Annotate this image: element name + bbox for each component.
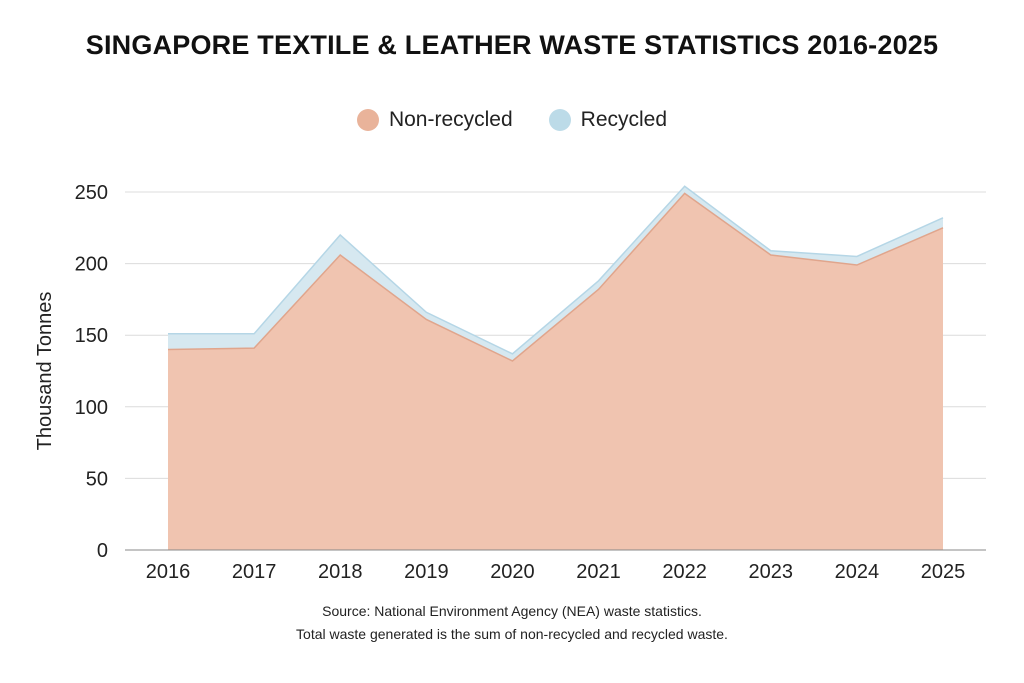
x-tick-label-2018: 2018 — [318, 561, 363, 583]
y-tick-label-250: 250 — [75, 182, 108, 204]
y-tick-label-0: 0 — [97, 540, 108, 562]
legend: Non-recycled Recycled — [0, 108, 1024, 132]
x-tick-label-2019: 2019 — [404, 561, 449, 583]
footnote-source: Source: National Environment Agency (NEA… — [322, 603, 702, 619]
legend-label-recycled: Recycled — [580, 108, 668, 131]
x-tick-label-2016: 2016 — [146, 561, 191, 583]
x-tick-label-2025: 2025 — [921, 561, 966, 583]
y-tick-label-200: 200 — [75, 254, 108, 276]
x-tick-label-2022: 2022 — [662, 561, 707, 583]
y-tick-label-50: 50 — [86, 468, 108, 490]
y-tick-label-100: 100 — [75, 397, 108, 419]
x-tick-label-2021: 2021 — [576, 561, 621, 583]
x-tick-label-2023: 2023 — [749, 561, 794, 583]
footnote-note: Total waste generated is the sum of non-… — [296, 626, 728, 642]
y-axis-label: Thousand Tonnes — [34, 292, 56, 451]
legend-item-non-recycled: Non-recycled — [356, 108, 513, 132]
legend-swatch-non-recycled — [356, 109, 379, 131]
x-tick-label-2017: 2017 — [232, 561, 277, 583]
area-recycled — [168, 186, 943, 361]
area-non-recycled — [168, 193, 943, 550]
line-non-recycled-top — [167, 192, 944, 362]
legend-label-non-recycled: Non-recycled — [388, 108, 513, 131]
x-tick-label-2024: 2024 — [835, 561, 880, 583]
chart-title: SINGAPORE TEXTILE & LEATHER WASTE STATIS… — [85, 30, 939, 60]
y-tick-label-150: 150 — [75, 325, 108, 347]
x-tick-label-2020: 2020 — [490, 561, 535, 583]
legend-swatch-recycled — [548, 109, 571, 131]
line-recycled-top — [168, 185, 944, 355]
legend-item-recycled: Recycled — [548, 108, 668, 132]
